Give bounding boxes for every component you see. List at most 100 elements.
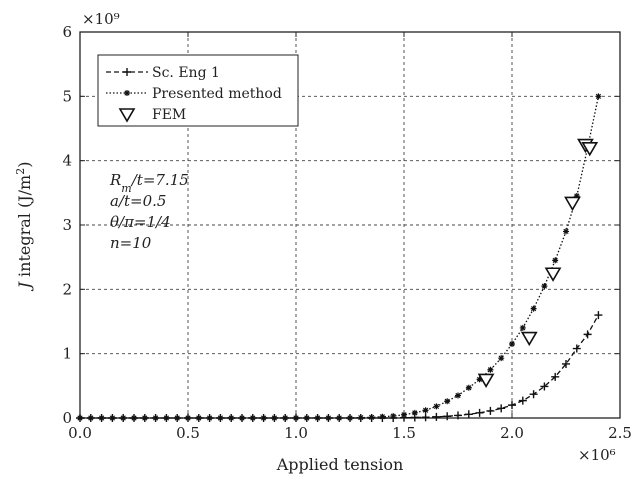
data-point bbox=[260, 415, 267, 421]
x-tick-label: 2.5 bbox=[608, 424, 632, 442]
data-point bbox=[518, 396, 527, 405]
legend-label: Sc. Eng 1 bbox=[152, 65, 220, 81]
data-point bbox=[455, 392, 461, 399]
annotation-a-t: a/t=0.5 bbox=[110, 192, 166, 210]
legend-marker bbox=[118, 108, 136, 123]
data-point bbox=[509, 341, 515, 348]
data-point bbox=[228, 415, 235, 421]
data-point bbox=[465, 384, 472, 391]
data-point bbox=[77, 415, 83, 421]
legend-label: Presented method bbox=[152, 86, 282, 102]
data-point bbox=[563, 228, 569, 235]
x-tick-label: 2.0 bbox=[500, 424, 524, 442]
legend: Sc. Eng 1 Presented method FEM bbox=[97, 54, 299, 127]
data-point bbox=[498, 355, 505, 362]
y-tick-label: 5 bbox=[62, 87, 72, 105]
data-point bbox=[271, 415, 278, 421]
data-point bbox=[401, 411, 407, 418]
series-line bbox=[80, 96, 600, 419]
data-point bbox=[293, 415, 299, 421]
data-point bbox=[444, 398, 451, 405]
data-point bbox=[98, 415, 105, 421]
data-point bbox=[551, 372, 560, 381]
data-point bbox=[325, 415, 332, 421]
x-axis-label: Applied tension bbox=[276, 455, 404, 474]
annotation-theta-pi: θ/π=1/4 bbox=[110, 213, 171, 231]
data-point bbox=[411, 409, 418, 416]
data-point bbox=[390, 413, 397, 420]
y-tick-label: 0 bbox=[62, 409, 72, 427]
data-point bbox=[152, 415, 159, 421]
data-point bbox=[347, 415, 353, 421]
x-tick-label: 0.5 bbox=[176, 424, 200, 442]
y-exponent-label: ×10⁹ bbox=[82, 10, 120, 28]
data-point bbox=[519, 324, 526, 331]
data-point bbox=[87, 415, 94, 421]
data-point bbox=[508, 401, 516, 410]
data-point bbox=[544, 267, 562, 282]
data-point bbox=[477, 373, 495, 388]
data-point bbox=[583, 330, 592, 339]
data-point bbox=[195, 415, 202, 421]
data-point bbox=[206, 415, 213, 421]
data-point bbox=[131, 415, 137, 421]
series-2 bbox=[477, 138, 599, 388]
data-point bbox=[487, 366, 494, 373]
x-exponent-label: ×10⁶ bbox=[578, 446, 616, 464]
annotation-rm-t: Rm/t=7.15 bbox=[109, 171, 189, 195]
data-point bbox=[520, 331, 538, 347]
data-point bbox=[421, 413, 430, 422]
x-tick-label: 0.0 bbox=[68, 424, 92, 442]
data-point bbox=[486, 406, 495, 415]
data-point bbox=[497, 404, 506, 413]
data-point bbox=[239, 415, 245, 421]
data-point bbox=[303, 415, 310, 421]
data-point bbox=[379, 413, 386, 420]
data-point bbox=[464, 410, 473, 419]
data-point bbox=[562, 359, 570, 368]
y-tick-label: 4 bbox=[62, 152, 72, 170]
data-point bbox=[443, 412, 452, 421]
data-point bbox=[174, 415, 181, 421]
data-point bbox=[476, 376, 483, 383]
data-point bbox=[572, 344, 581, 353]
data-point bbox=[336, 415, 343, 421]
parameter-annotations: Rm/t=7.15 a/t=0.5 θ/π=1/4 n=10 bbox=[109, 171, 189, 252]
data-point bbox=[141, 415, 148, 421]
data-point bbox=[433, 403, 440, 410]
data-point bbox=[475, 408, 484, 417]
y-tick-label: 1 bbox=[62, 345, 72, 363]
data-point bbox=[594, 311, 603, 320]
annotation-n: n=10 bbox=[110, 234, 152, 252]
legend-marker bbox=[123, 68, 131, 76]
y-tick-label: 6 bbox=[62, 23, 72, 41]
data-point bbox=[530, 305, 537, 312]
data-point bbox=[529, 390, 538, 399]
data-point bbox=[282, 415, 289, 421]
data-point bbox=[581, 142, 599, 157]
y-tick-label: 3 bbox=[62, 216, 72, 234]
legend-label: FEM bbox=[152, 107, 186, 123]
data-point bbox=[185, 415, 191, 421]
data-point bbox=[163, 415, 170, 421]
data-point bbox=[540, 382, 549, 391]
y-tick-label: 2 bbox=[62, 280, 72, 298]
data-point bbox=[552, 257, 559, 264]
data-point bbox=[573, 193, 580, 200]
data-point bbox=[595, 93, 602, 100]
legend-box bbox=[97, 54, 299, 127]
data-point bbox=[564, 196, 581, 212]
data-point bbox=[357, 414, 364, 421]
data-point bbox=[109, 415, 116, 421]
data-point bbox=[217, 415, 224, 421]
data-point bbox=[432, 412, 441, 421]
y-axis-label: J integral (J/m2) bbox=[14, 162, 35, 292]
data-point bbox=[249, 415, 256, 421]
data-point bbox=[541, 283, 548, 290]
data-series bbox=[76, 93, 603, 422]
data-point bbox=[454, 411, 462, 420]
series-1 bbox=[77, 93, 602, 421]
x-tick-label: 1.5 bbox=[392, 424, 416, 442]
axis-ticks: 0.0 0.5 1.0 1.5 2.0 2.5 0 1 2 3 4 5 6 bbox=[62, 23, 631, 442]
